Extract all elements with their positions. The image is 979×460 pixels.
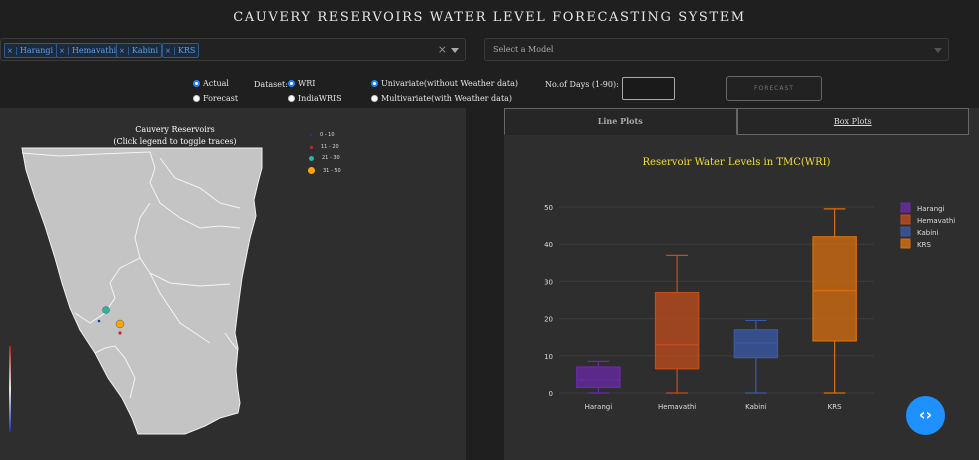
colorbar (9, 346, 11, 432)
radio-selected-icon[interactable] (288, 80, 295, 87)
tab-line-plots[interactable]: Line Plots (504, 108, 737, 135)
y-tick-label: 40 (544, 241, 553, 249)
x-tick-label: Harangi (585, 403, 613, 411)
box-harangi (576, 366, 621, 389)
radio-indiawris[interactable]: IndiaWRIS (288, 94, 342, 103)
legend-dot-icon (310, 145, 313, 149)
map-title: Cauvery Reservoirs (Click legend to togg… (113, 125, 237, 146)
clear-icon[interactable]: × (437, 43, 447, 56)
chart-title: Reservoir Water Levels in TMC(WRI) (642, 157, 831, 168)
state-border (224, 332, 239, 351)
legend-swatch (900, 202, 911, 213)
radio-wri[interactable]: WRI (288, 79, 315, 88)
reservoir-marker-kabini[interactable] (118, 331, 122, 335)
state-border (134, 202, 231, 287)
state-border (94, 345, 136, 399)
legend-label-krs: KRS (917, 241, 931, 249)
legend-label-kabini: Kabini (917, 229, 939, 237)
y-tick-label: 30 (544, 278, 553, 286)
legend-swatch (900, 238, 911, 249)
radio-icon[interactable] (193, 95, 200, 102)
x-tick-label: Hemavathi (658, 403, 696, 411)
remove-tag-icon[interactable]: × (165, 47, 175, 55)
x-tick-label: Kabini (745, 403, 767, 411)
y-tick-label: 20 (544, 316, 553, 324)
tab-box-plots[interactable]: Box Plots (736, 108, 969, 135)
x-tick-label: KRS (828, 403, 842, 411)
chart-panel (504, 108, 979, 460)
reservoir-marker-krs[interactable] (115, 319, 125, 329)
chevron-down-icon[interactable] (934, 48, 942, 53)
code-icon[interactable]: ‹› (906, 396, 945, 435)
radio-multivariate[interactable]: Multivariate(with Weather data) (371, 94, 512, 103)
remove-tag-icon[interactable]: × (59, 47, 69, 55)
box-kabini (733, 329, 779, 359)
plot-tabs: Line Plots Box Plots (504, 108, 969, 135)
forecast-button[interactable]: FORECAST (726, 76, 822, 101)
remove-tag-icon[interactable]: × (119, 47, 129, 55)
radio-icon[interactable] (288, 95, 295, 102)
page-title: CAUVERY RESERVOIRS WATER LEVEL FORECASTI… (233, 10, 746, 25)
state-border (74, 257, 141, 324)
reservoir-tag-harangi[interactable]: × Harangi (4, 43, 58, 58)
chevron-down-icon[interactable] (451, 48, 459, 53)
y-tick-label: 0 (549, 390, 553, 398)
map-legend-item-21-30[interactable]: 21 - 30 (308, 155, 340, 161)
legend-dot-icon (310, 134, 312, 136)
map-svg[interactable] (0, 108, 466, 460)
radio-icon[interactable] (371, 95, 378, 102)
reservoir-tag-hemavathi[interactable]: × Hemavathi (56, 43, 121, 58)
model-select-placeholder: Select a Model (493, 45, 554, 54)
box-plot-chart[interactable]: 0 10 20 30 40 50 Harangi Hemavathi Kabini KRS Hara… (504, 190, 969, 420)
map-legend-item-0-10[interactable]: 0 - 10 (308, 132, 335, 138)
legend-swatch (900, 214, 911, 225)
model-select[interactable]: Select a Model (484, 38, 949, 61)
days-input[interactable] (622, 77, 675, 100)
y-tick-label: 50 (544, 204, 553, 212)
y-tick-label: 10 (544, 353, 553, 361)
reservoir-tag-krs[interactable]: × KRS (162, 43, 200, 58)
radio-univariate[interactable]: Univariate(without Weather data) (371, 79, 518, 88)
reservoir-tag-kabini[interactable]: × Kabini (116, 43, 163, 58)
legend-label-hemavathi: Hemavathi (917, 217, 955, 225)
reservoir-select[interactable]: × Harangi × Hemavathi × Kabini × KRS × (0, 38, 466, 61)
state-border (149, 272, 211, 344)
days-label: No.of Days (1-90): (545, 80, 619, 89)
state-border (159, 157, 241, 209)
state-map-shape (21, 147, 263, 435)
reservoir-marker-hemavathi[interactable] (102, 306, 110, 314)
radio-forecast[interactable]: Forecast (193, 94, 238, 103)
legend-dot-icon (309, 155, 314, 161)
map-legend-item-31-50[interactable]: 31 - 50 (308, 167, 341, 174)
radio-selected-icon[interactable] (371, 80, 378, 87)
radio-actual[interactable]: Actual (193, 79, 229, 88)
reservoir-marker-harangi[interactable] (97, 319, 101, 323)
legend-label-harangi: Harangi (917, 205, 945, 213)
box-hemavathi (654, 291, 700, 370)
dataset-label: Dataset: (254, 80, 288, 89)
radio-selected-icon[interactable] (193, 80, 200, 87)
legend-dot-icon (308, 167, 315, 174)
state-border (21, 151, 241, 229)
box-krs (812, 236, 857, 342)
legend-swatch (900, 226, 911, 237)
map-legend-item-11-20[interactable]: 11 - 20 (308, 144, 339, 150)
remove-tag-icon[interactable]: × (7, 47, 17, 55)
